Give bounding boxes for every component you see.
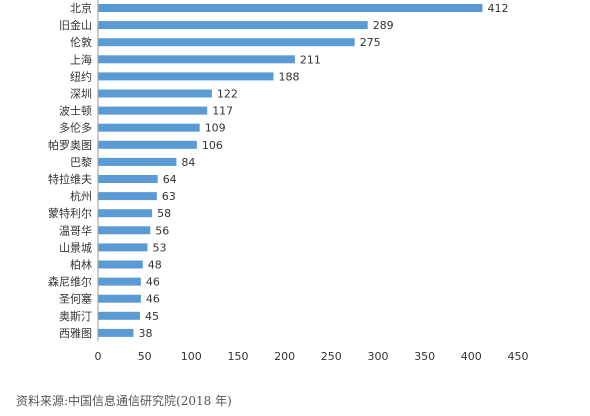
bar-11 [98, 192, 157, 201]
category-label-1: 旧金山 [59, 18, 92, 32]
bar-0 [98, 4, 483, 12]
category-label-17: 圣何塞 [59, 292, 92, 306]
value-label-1: 289 [373, 19, 394, 32]
value-label-18: 45 [145, 310, 159, 323]
category-label-2: 伦敦 [70, 35, 92, 49]
value-label-15: 48 [148, 259, 162, 272]
category-label-10: 特拉维夫 [48, 172, 92, 186]
bars-group [98, 4, 483, 337]
value-label-0: 412 [488, 2, 509, 15]
bar-9 [98, 157, 177, 166]
category-label-13: 温哥华 [59, 223, 92, 237]
bar-12 [98, 209, 153, 218]
value-label-3: 211 [300, 53, 321, 66]
x-tick-label-9: 450 [508, 350, 529, 363]
category-label-15: 柏林 [70, 258, 92, 272]
x-tick-label-6: 300 [368, 350, 389, 363]
value-label-9: 84 [181, 156, 195, 169]
bar-4 [98, 72, 274, 81]
value-label-8: 106 [202, 139, 223, 152]
category-label-6: 波士顿 [59, 104, 92, 118]
value-label-13: 56 [155, 224, 169, 237]
bar-13 [98, 226, 151, 235]
value-label-6: 117 [212, 105, 233, 118]
category-label-9: 巴黎 [70, 155, 92, 169]
bar-5 [98, 89, 212, 98]
category-labels: 北京旧金山伦敦上海纽约深圳波士顿多伦多帕罗奥图巴黎特拉维夫杭州蒙特利尔温哥华山景… [48, 1, 92, 340]
category-label-16: 森尼维尔 [48, 275, 92, 289]
value-label-19: 38 [139, 327, 153, 340]
value-label-10: 64 [163, 173, 177, 186]
bar-6 [98, 106, 208, 115]
value-label-2: 275 [360, 36, 381, 49]
category-label-8: 帕罗奥图 [48, 138, 92, 152]
value-label-17: 46 [146, 293, 160, 306]
bar-8 [98, 140, 197, 149]
x-tick-label-7: 350 [414, 350, 435, 363]
category-label-0: 北京 [70, 1, 92, 15]
bar-19 [98, 328, 134, 337]
bar-18 [98, 311, 140, 320]
value-label-14: 53 [153, 241, 167, 254]
category-label-12: 蒙特利尔 [48, 206, 92, 220]
category-label-5: 深圳 [70, 88, 92, 101]
bar-15 [98, 260, 143, 269]
category-label-4: 纽约 [70, 69, 92, 83]
x-tick-label-3: 150 [228, 350, 249, 363]
bar-2 [98, 38, 355, 47]
category-label-18: 奥斯汀 [59, 309, 92, 323]
category-label-3: 上海 [70, 52, 92, 66]
x-tick-label-5: 250 [321, 350, 342, 363]
bar-1 [98, 21, 368, 30]
bar-14 [98, 243, 148, 252]
value-label-12: 58 [157, 207, 171, 220]
x-tick-label-4: 200 [274, 350, 295, 363]
bar-10 [98, 175, 158, 183]
bar-3 [98, 55, 295, 64]
x-tick-label-1: 50 [138, 350, 152, 363]
value-label-4: 188 [279, 70, 300, 83]
x-tick-labels: 0 50 100 150 200 250 300 350 400 450 [95, 350, 529, 363]
bar-16 [98, 277, 141, 286]
category-label-19: 西雅图 [59, 326, 92, 340]
value-label-5: 122 [217, 88, 238, 101]
category-label-14: 山景城 [59, 241, 92, 254]
x-tick-label-2: 100 [181, 350, 202, 363]
bar-17 [98, 294, 141, 303]
category-label-7: 多伦多 [59, 121, 92, 135]
bar-7 [98, 123, 200, 132]
x-tick-label-8: 400 [461, 350, 482, 363]
category-label-11: 杭州 [70, 189, 92, 203]
value-label-11: 63 [162, 190, 176, 203]
source-note: 资料来源:中国信息通信研究院(2018 年) [16, 394, 232, 408]
value-label-16: 46 [146, 276, 160, 289]
value-label-7: 109 [205, 122, 226, 135]
x-tick-label-0: 0 [95, 350, 102, 363]
bar-chart: 北京旧金山伦敦上海纽约深圳波士顿多伦多帕罗奥图巴黎特拉维夫杭州蒙特利尔温哥华山景… [48, 0, 529, 363]
